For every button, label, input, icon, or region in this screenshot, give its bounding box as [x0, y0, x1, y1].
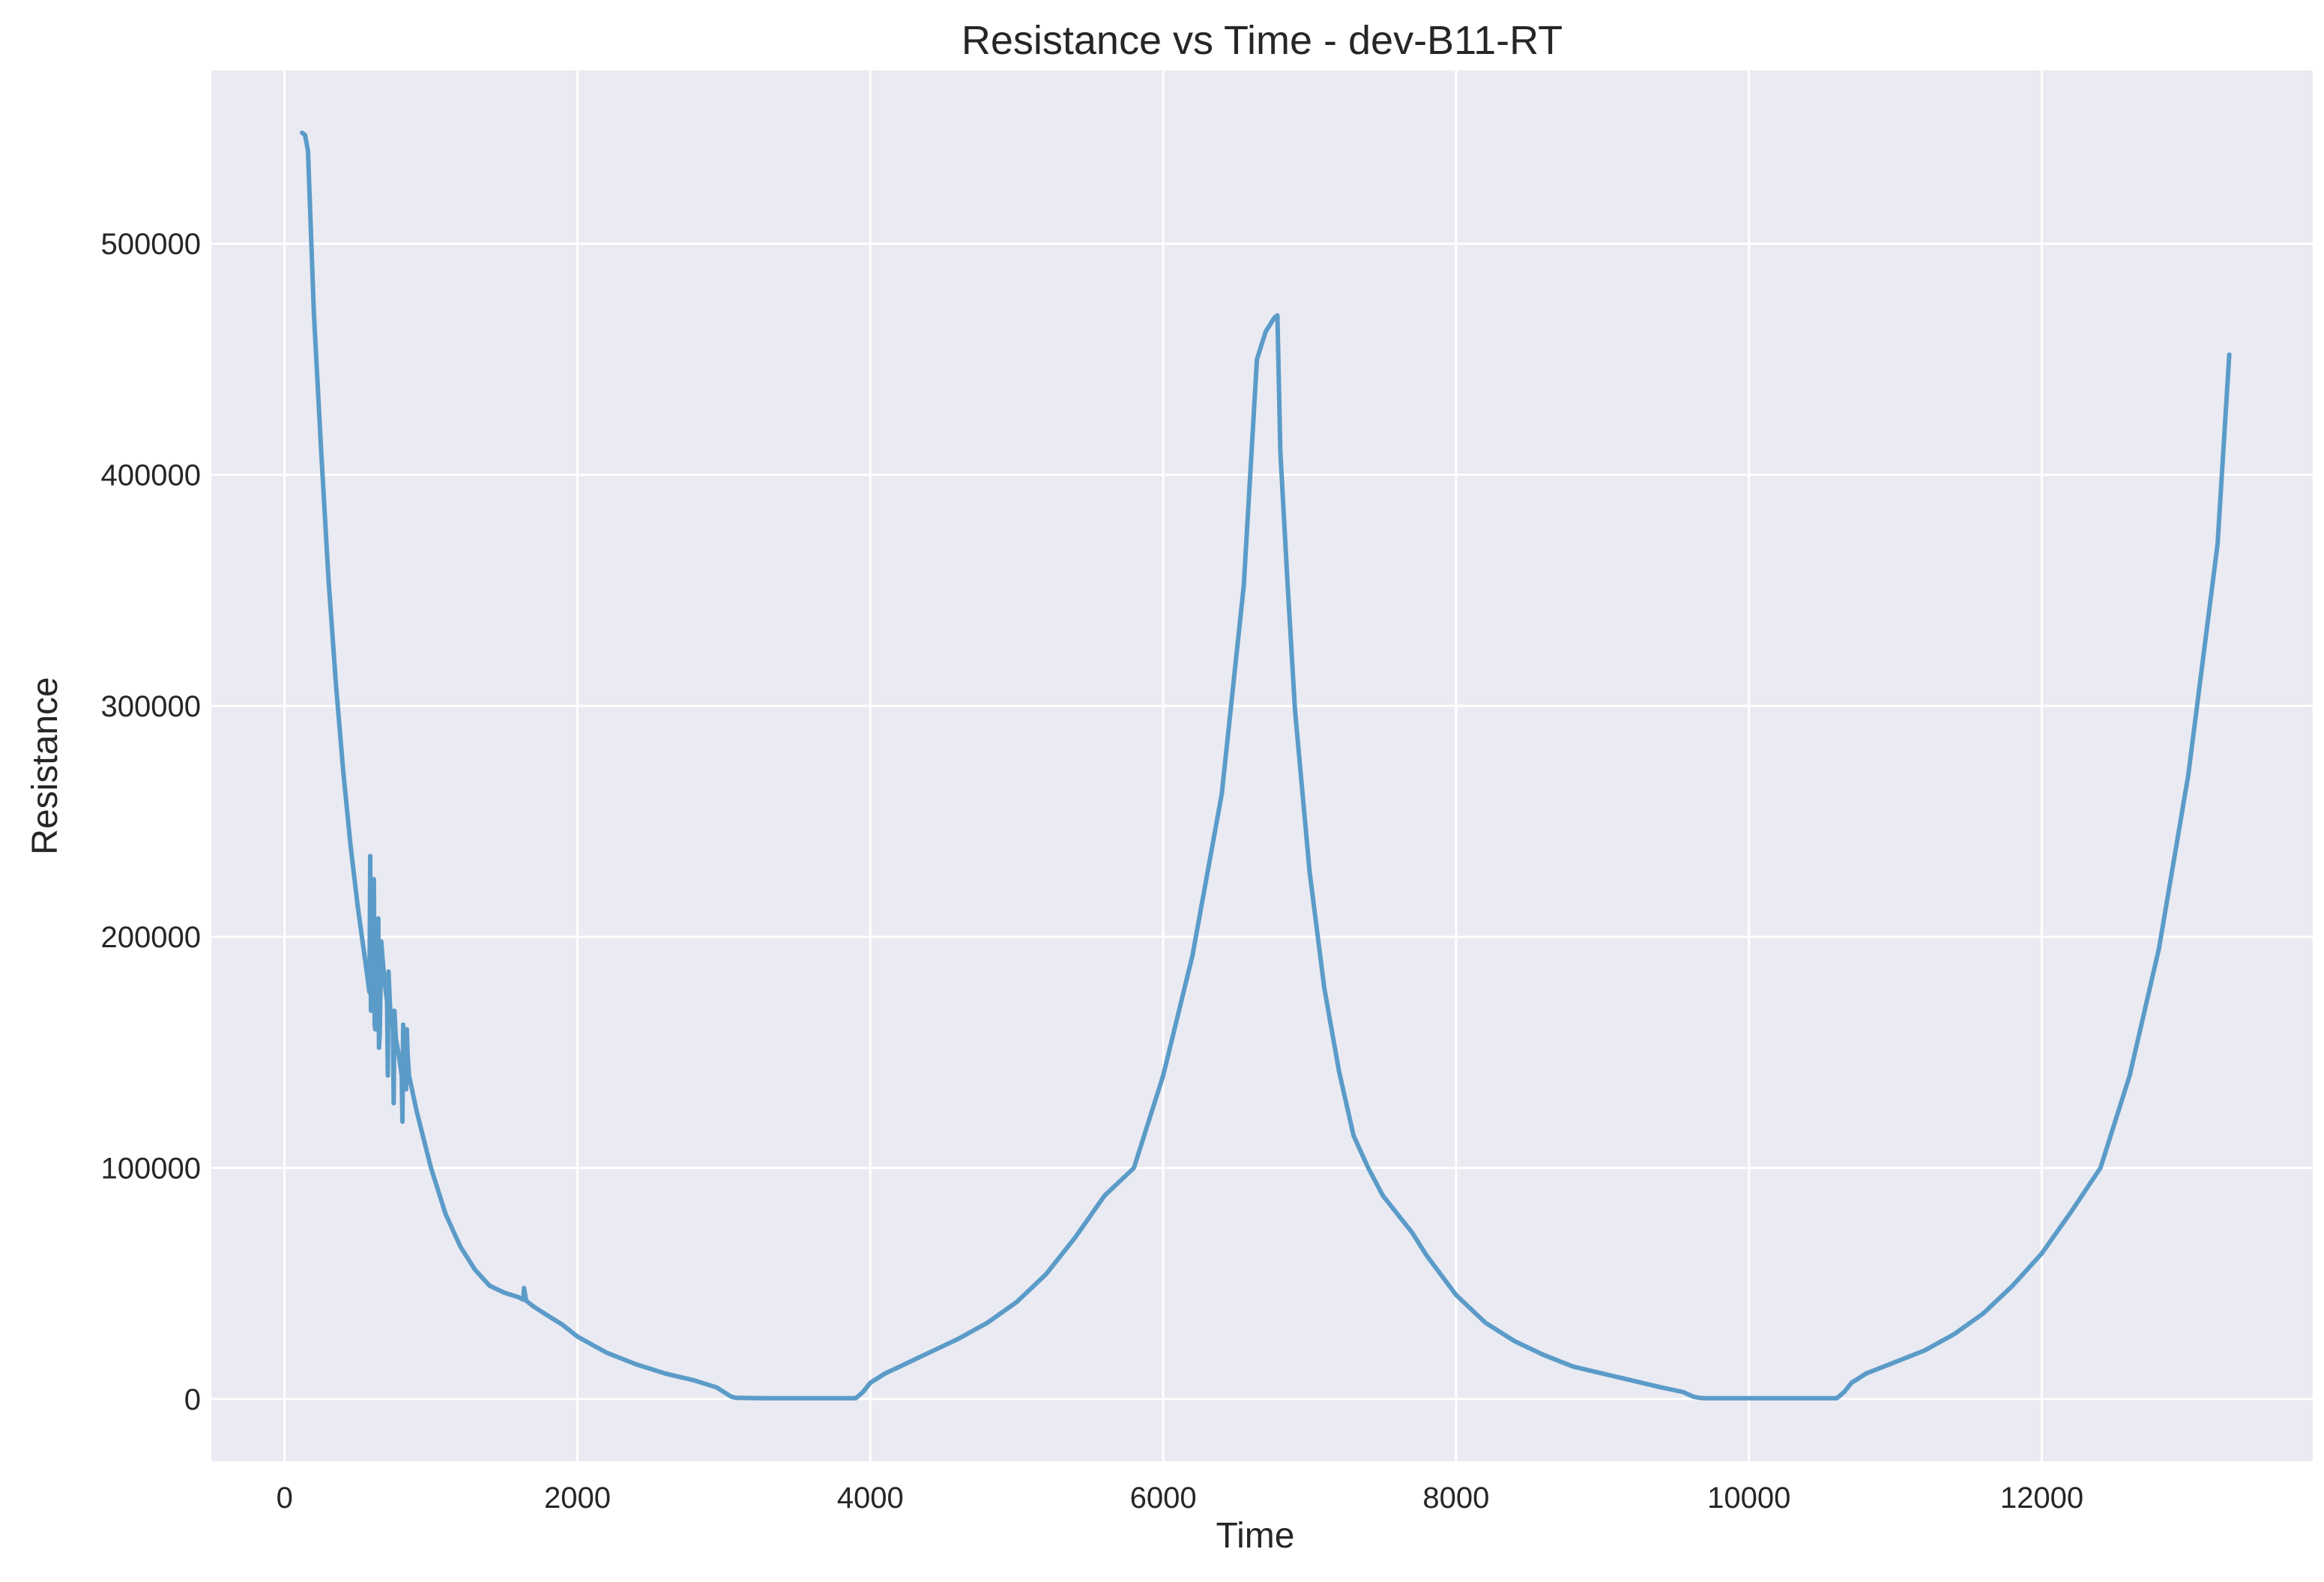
chart-title: Resistance vs Time - dev-B11-RT	[962, 18, 1563, 63]
series-line	[300, 130, 2232, 1401]
x-tick-label: 8000	[1422, 1482, 1489, 1515]
x-tick-label: 12000	[2000, 1482, 2083, 1515]
y-tick-label: 500000	[101, 228, 201, 261]
series-group	[300, 130, 2232, 1401]
x-tick-label: 4000	[837, 1482, 904, 1515]
grid	[211, 70, 2313, 1461]
tick-labels: 0 2000 4000 6000 8000 10000 12000 0 100000 200000…	[101, 228, 2084, 1515]
x-tick-label: 10000	[1707, 1482, 1790, 1515]
y-tick-label: 400000	[101, 459, 201, 492]
y-axis-label: Resistance	[25, 677, 65, 854]
y-tick-label: 100000	[101, 1152, 201, 1185]
y-tick-label: 200000	[101, 921, 201, 954]
y-tick-label: 300000	[101, 690, 201, 723]
x-tick-label: 6000	[1130, 1482, 1197, 1515]
x-axis-label: Time	[1216, 1516, 1295, 1556]
plot-area	[211, 70, 2313, 1461]
x-tick-label: 0	[277, 1482, 293, 1515]
x-tick-label: 2000	[544, 1482, 611, 1515]
y-tick-label: 0	[184, 1383, 201, 1416]
